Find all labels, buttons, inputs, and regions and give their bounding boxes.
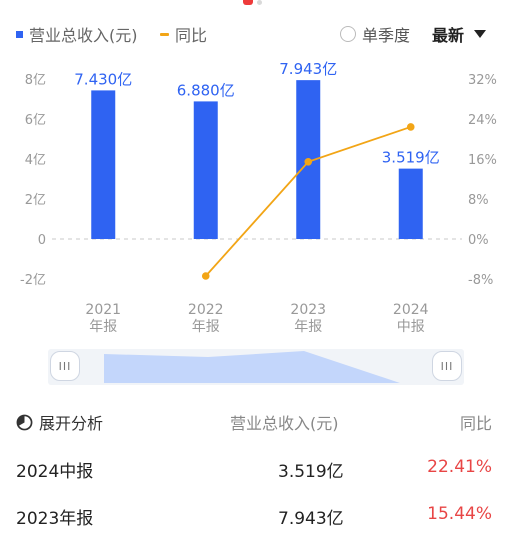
- quarter-toggle[interactable]: 单季度: [340, 22, 410, 46]
- row-revenue: 7.943亿: [278, 509, 344, 529]
- navigator-left-handle[interactable]: III: [50, 351, 80, 381]
- column-header-revenue: 营业总收入(元): [230, 414, 339, 433]
- row-revenue: 3.519亿: [278, 462, 344, 482]
- latest-label: 最新: [432, 26, 465, 45]
- row-yoy: 22.41%: [427, 457, 492, 477]
- y-left-tick-label: 6亿: [25, 113, 46, 128]
- range-navigator[interactable]: III III: [48, 349, 464, 385]
- x-tick-label-year: 2021: [85, 302, 121, 318]
- bar-data-label: 6.880亿: [177, 81, 235, 99]
- legend-revenue-swatch: [16, 30, 23, 38]
- yoy-point: [201, 272, 210, 280]
- chart-legend: 营业总收入(元) 同比: [0, 20, 528, 48]
- radio-icon[interactable]: [340, 26, 356, 42]
- y-right-tick-label: 16%: [468, 153, 497, 168]
- page-dot[interactable]: [257, 0, 262, 5]
- x-tick-label-period: 年报: [294, 319, 322, 335]
- expand-analysis-button[interactable]: 展开分析: [16, 410, 103, 434]
- x-tick-label-year: 2023: [290, 302, 326, 318]
- bar-data-label: 7.430亿: [74, 70, 132, 88]
- y-left-tick-label: 8亿: [25, 73, 46, 88]
- table-header: 展开分析 营业总收入(元) 同比: [0, 410, 528, 436]
- revenue-bar: [398, 168, 423, 239]
- page-dot-active[interactable]: [243, 0, 253, 5]
- revenue-bar: [91, 90, 116, 240]
- y-right-tick-label: 8%: [468, 193, 489, 208]
- y-left-tick-label: 2亿: [25, 193, 46, 208]
- y-right-tick-label: -8%: [468, 273, 493, 288]
- legend-yoy[interactable]: 同比: [160, 22, 207, 46]
- page-indicator: [0, 0, 528, 8]
- bar-data-label: 7.943亿: [279, 60, 337, 78]
- navigator-preview: [104, 351, 400, 383]
- legend-yoy-swatch: [160, 32, 169, 36]
- y-right-tick-label: 24%: [468, 113, 497, 128]
- x-tick-label-period: 年报: [192, 319, 220, 335]
- legend-revenue[interactable]: 营业总收入(元): [16, 22, 138, 46]
- row-yoy: 15.44%: [427, 504, 492, 524]
- x-tick-label-year: 2024: [393, 302, 429, 318]
- revenue-chart: 8亿 6亿 4亿 2亿 0 -2亿 32% 24% 16% 8% 0% -8% 7.430亿 6.880亿…: [20, 60, 497, 335]
- row-period: 2023年报: [16, 509, 94, 529]
- x-tick-label-period: 年报: [89, 319, 117, 335]
- pie-chart-icon: [16, 414, 33, 430]
- x-tick-label-year: 2022: [188, 302, 224, 318]
- y-left-tick-label: 0: [38, 233, 46, 248]
- bar-data-label: 3.519亿: [382, 149, 440, 167]
- y-right-tick-label: 0%: [468, 233, 489, 248]
- legend-yoy-label: 同比: [175, 26, 208, 45]
- y-right-tick-label: 32%: [468, 73, 497, 88]
- latest-dropdown[interactable]: 最新: [432, 22, 487, 46]
- revenue-bar: [193, 101, 218, 240]
- x-tick-label-period: 中报: [397, 319, 425, 335]
- y-left-tick-label: 4亿: [25, 153, 46, 168]
- table-row[interactable]: 2024中报 3.519亿 22.41%: [0, 457, 528, 483]
- navigator-right-handle[interactable]: III: [432, 351, 462, 381]
- caret-down-icon: [474, 30, 487, 38]
- expand-analysis-label: 展开分析: [39, 414, 104, 433]
- table-row[interactable]: 2023年报 7.943亿 15.44%: [0, 504, 528, 530]
- quarter-label: 单季度: [362, 26, 411, 45]
- legend-revenue-label: 营业总收入(元): [29, 26, 138, 45]
- yoy-point: [406, 123, 415, 131]
- column-header-yoy: 同比: [459, 414, 492, 433]
- yoy-point: [304, 158, 313, 166]
- row-period: 2024中报: [16, 462, 94, 482]
- y-left-tick-label: -2亿: [20, 273, 46, 288]
